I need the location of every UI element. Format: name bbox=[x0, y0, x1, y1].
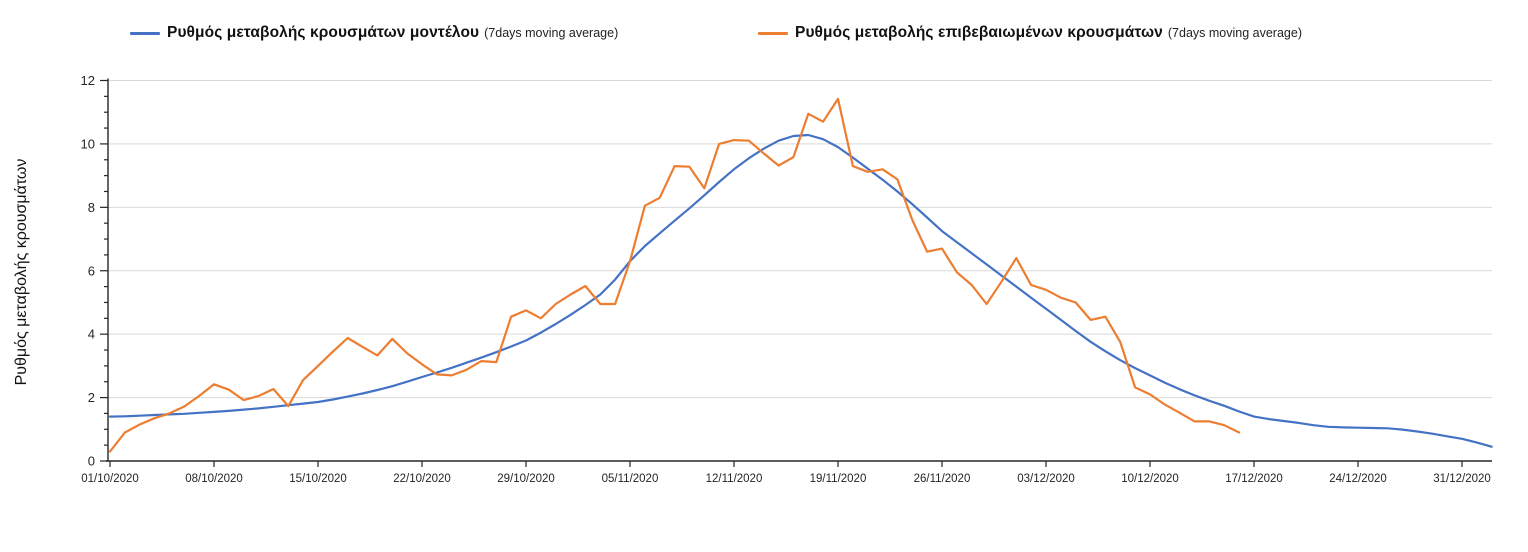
x-tick-label: 05/11/2020 bbox=[602, 473, 659, 485]
legend-item-confirmed: Ρυθμός μεταβολής επιβεβαιωμένων κρουσμάτ… bbox=[758, 24, 1302, 42]
legend-line-swatch-confirmed bbox=[758, 31, 788, 35]
y-tick-label: 8 bbox=[88, 200, 95, 215]
x-tick-label: 22/10/2020 bbox=[393, 473, 451, 485]
legend-item-model: Ρυθμός μεταβολής κρουσμάτων μοντέλου (7d… bbox=[130, 24, 618, 42]
legend-line-swatch-model bbox=[130, 31, 160, 35]
legend-label-confirmed: Ρυθμός μεταβολής επιβεβαιωμένων κρουσμάτ… bbox=[795, 24, 1163, 41]
x-tick-label: 08/10/2020 bbox=[185, 473, 243, 485]
x-tick-label: 01/10/2020 bbox=[81, 473, 139, 485]
legend-label-model: Ρυθμός μεταβολής κρουσμάτων μοντέλου bbox=[167, 24, 480, 41]
x-tick-label: 10/12/2020 bbox=[1121, 473, 1179, 485]
y-tick-label: 12 bbox=[81, 73, 95, 88]
x-tick-label: 31/12/2020 bbox=[1433, 473, 1491, 485]
x-tick-label: 17/12/2020 bbox=[1225, 473, 1283, 485]
legend-sub-model: (7days moving average) bbox=[484, 26, 619, 40]
x-tick-label: 29/10/2020 bbox=[497, 473, 555, 485]
model-series-line bbox=[108, 133, 1493, 448]
y-tick-label: 6 bbox=[88, 263, 95, 278]
legend: Ρυθμός μεταβολής κρουσμάτων μοντέλου (7d… bbox=[0, 0, 1528, 56]
x-tick-label: 26/11/2020 bbox=[914, 473, 971, 485]
x-tick-label: 15/10/2020 bbox=[289, 473, 347, 485]
legend-sub-confirmed: (7days moving average) bbox=[1167, 26, 1302, 40]
x-tick-label: 12/11/2020 bbox=[706, 473, 763, 485]
y-tick-label: 4 bbox=[88, 327, 95, 342]
x-tick-label: 03/12/2020 bbox=[1017, 473, 1075, 485]
y-tick-label: 10 bbox=[81, 136, 95, 151]
y-tick-label: 2 bbox=[88, 390, 95, 405]
y-tick-label: 0 bbox=[88, 454, 95, 469]
confirmed-series-line bbox=[108, 97, 1241, 453]
x-tick-label: 24/12/2020 bbox=[1329, 473, 1387, 485]
x-tick-label: 19/11/2020 bbox=[810, 473, 867, 485]
